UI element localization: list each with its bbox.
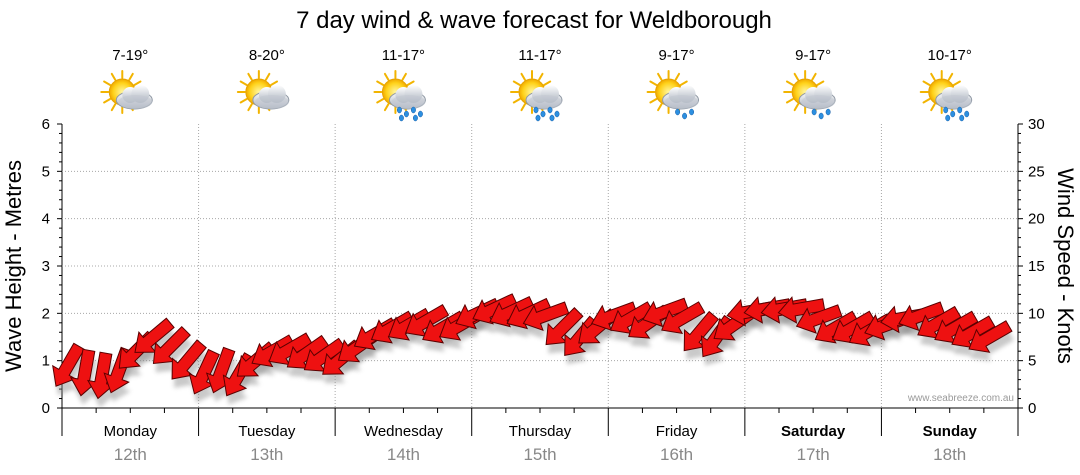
wind-arrow — [934, 310, 979, 344]
day-date: 18th — [933, 445, 966, 464]
day-temp-range: 9-17° — [795, 47, 831, 64]
showers-icon — [919, 70, 973, 122]
credit-text: www.seabreeze.com.au — [907, 393, 1014, 404]
day-name: Tuesday — [238, 423, 295, 440]
day-name: Saturday — [781, 423, 846, 440]
showers-icon — [373, 70, 426, 122]
wind-arrow — [683, 310, 720, 352]
y-left-tick-label: 1 — [42, 353, 50, 370]
day-date: 13th — [250, 445, 283, 464]
wind-arrow-marks — [52, 293, 1013, 400]
wind-arrow — [951, 315, 996, 349]
y-right-tick-label: 30 — [1028, 116, 1045, 133]
wind-arrow — [661, 301, 706, 334]
day-name: Sunday — [923, 423, 978, 440]
wind-arrow — [405, 304, 450, 337]
wind-arrow — [831, 310, 877, 344]
day-temp-range: 11-17° — [382, 47, 425, 64]
y-right-tick-label: 5 — [1028, 353, 1036, 370]
day-temp-range: 9-17° — [659, 47, 695, 64]
day-name: Thursday — [509, 423, 572, 440]
wind-arrow — [472, 293, 518, 325]
day-name: Wednesday — [364, 423, 443, 440]
wind-arrow-shadow — [548, 316, 585, 354]
wind-arrow-shadow — [174, 348, 209, 389]
wind-arrow — [968, 320, 1013, 353]
day-temp-range: 8-20° — [249, 47, 285, 64]
wind-arrow — [917, 305, 962, 339]
wind-arrow — [590, 301, 638, 331]
wind-arrow — [303, 337, 347, 372]
y-right-tick-label: 10 — [1028, 305, 1045, 322]
y-right-tick-label: 0 — [1028, 400, 1036, 417]
light-showers-icon — [646, 70, 700, 120]
wind-arrow — [286, 334, 330, 369]
day-temp-range: 10-17° — [928, 47, 972, 64]
day-temp-range: 11-17° — [518, 47, 561, 64]
wind-arrow-shadow — [155, 335, 193, 373]
y-left-tick-label: 6 — [42, 116, 50, 133]
showers-icon — [510, 70, 563, 122]
wind-arrow — [268, 332, 313, 366]
day-labels: 7-19° Monday 12th 8-20° Tuesday 13th 11-17° Wed… — [61, 47, 1019, 464]
wind-arrow — [188, 348, 220, 395]
wind-arrow — [171, 339, 207, 380]
wind-arrow-shadow — [971, 329, 1014, 362]
y-right-tick-label: 25 — [1028, 163, 1045, 180]
wind-arrow — [609, 301, 655, 334]
day-date: 16th — [660, 445, 693, 464]
day-date: 14th — [387, 445, 420, 464]
day-temp-range: 7-19° — [112, 47, 148, 64]
y-left-tick-label: 3 — [42, 258, 50, 275]
wind-arrow — [134, 317, 175, 353]
wind-arrows — [52, 293, 1014, 408]
partly-cloudy-icon — [100, 70, 153, 114]
y-axis-right-ticks: 0 5 10 15 20 25 30 — [1018, 116, 1045, 417]
wind-arrow — [795, 304, 843, 334]
wind-arrow — [777, 296, 826, 324]
wind-arrow — [52, 342, 85, 387]
y-axis-left-label: Wave Height - Metres — [1, 160, 26, 372]
day-date: 17th — [797, 445, 830, 464]
chart-title: 7 day wind & wave forecast for Weldborou… — [296, 7, 772, 34]
y-left-tick-label: 4 — [42, 211, 50, 228]
day-date: 12th — [114, 445, 147, 464]
y-left-tick-label: 2 — [42, 305, 50, 322]
wind-arrow-shadow — [663, 310, 707, 343]
day-name: Monday — [104, 423, 158, 440]
light-showers-icon — [783, 70, 836, 120]
y-left-tick-label: 0 — [42, 400, 50, 417]
y-right-tick-label: 20 — [1028, 211, 1045, 228]
y-left-tick-label: 5 — [42, 163, 50, 180]
y-right-tick-label: 15 — [1028, 258, 1045, 275]
day-date: 15th — [523, 445, 556, 464]
wind-arrow — [898, 301, 945, 331]
wind-arrow — [545, 307, 584, 346]
y-axis-right-label: Wind Speed - Knots — [1053, 168, 1078, 364]
day-name: Friday — [656, 423, 698, 440]
wind-arrow — [489, 296, 535, 328]
wind-arrow — [642, 297, 689, 328]
partly-cloudy-icon — [236, 70, 290, 114]
wind-arrow — [152, 325, 191, 364]
wind-arrow — [522, 301, 570, 331]
